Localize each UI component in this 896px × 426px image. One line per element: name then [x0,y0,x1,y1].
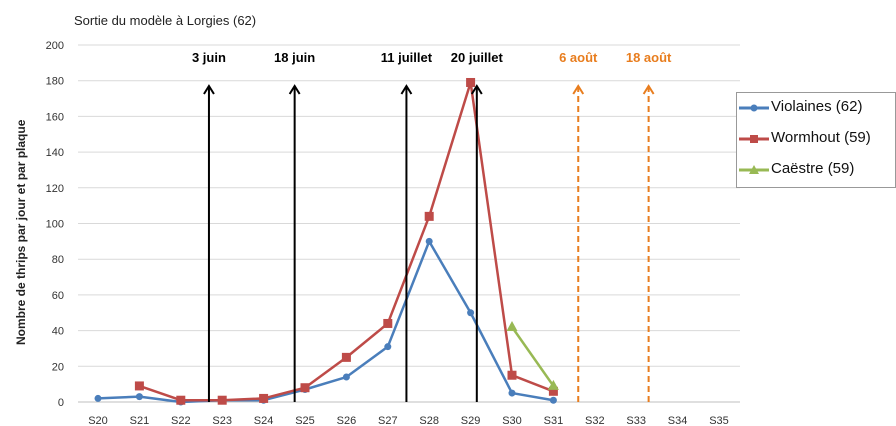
series-line [97,240,554,404]
data-point [507,370,517,380]
x-tick-label: S28 [419,415,439,426]
y-tick-label: 20 [52,361,64,373]
annotation-label: 18 août [626,50,672,65]
arrow-head-icon [470,84,483,95]
gridlines [78,44,740,403]
data-point [134,381,144,391]
series-line [510,326,555,387]
annotation-label: 20 juillet [451,50,504,65]
arrow-head-icon [400,84,413,95]
legend-label: Violaines (62) [771,98,863,115]
chart-subtitle: Sortie du modèle à Lorgies (62) [74,13,257,28]
annotation-label: 6 août [559,50,598,65]
x-tick-label: S26 [337,415,357,426]
y-tick-label: 120 [46,183,64,195]
y-tick-label: 0 [58,397,64,409]
data-point [342,373,350,381]
data-point [94,394,102,402]
data-point [425,237,433,245]
x-tick-label: S23 [212,415,232,426]
x-tick-label: S32 [585,415,605,426]
annotations: 3 juin 18 juin 11 juillet 20 juillet 6 août 1… [192,50,672,402]
x-tick-label: S30 [502,415,522,426]
legend-marker-triangle-icon [739,165,769,174]
data-point [217,395,227,405]
data-point [424,211,434,221]
y-tick-label: 80 [52,254,64,266]
y-tick-label: 200 [46,40,64,52]
legend-item-violaines: Violaines (62) [737,93,895,124]
y-tick-label: 160 [46,111,64,123]
series-markers [94,77,559,406]
data-point [259,393,269,403]
data-point [176,395,186,405]
data-point [508,389,516,397]
series-lines [97,81,555,404]
data-point [300,383,310,393]
x-tick-label: S34 [668,415,688,426]
data-point [467,309,475,317]
y-tick-label: 140 [46,147,64,159]
x-tick-label: S31 [544,415,564,426]
data-point [341,352,351,362]
data-point [383,318,393,328]
annotation-label: 18 juin [274,50,315,65]
x-tick-label: S21 [130,415,150,426]
annotation-label: 3 juin [192,50,226,65]
data-point [547,379,559,390]
legend-item-wormhout: Wormhout (59) [737,124,895,155]
data-point [135,393,143,401]
data-point [549,396,557,404]
arrow-head-icon [642,84,655,95]
legend-label: Wormhout (59) [771,129,871,146]
x-tick-label: S27 [378,415,398,426]
x-tick-labels: S20 S21 S22 S23 S24 S25 S26 S27 S28 S29 S30 S31 S32 S… [88,415,729,426]
legend-label: Caëstre (59) [771,160,855,177]
annotation-label: 11 juillet [381,50,433,65]
x-tick-label: S20 [88,415,108,426]
legend-marker-circle-icon [739,104,769,112]
data-point [548,386,558,396]
x-tick-label: S25 [295,415,315,426]
y-tick-labels: 0 20 40 60 80 100 120 140 160 180 200 [46,40,64,409]
legend-marker-square-icon [739,135,769,143]
x-tick-label: S22 [171,415,191,426]
y-tick-label: 40 [52,326,64,338]
data-point [384,343,392,351]
x-tick-label: S35 [709,415,729,426]
arrow-head-icon [572,84,585,95]
y-tick-label: 180 [46,76,64,88]
y-axis-label: Nombre de thrips par jour et par plaque [14,119,28,345]
legend-item-caestre: Caëstre (59) [737,155,895,186]
legend: Violaines (62) Wormhout (59) Caëstre (59… [736,92,896,188]
y-tick-label: 100 [46,219,64,231]
x-tick-label: S33 [626,415,646,426]
y-tick-label: 60 [52,290,64,302]
data-point [466,77,476,87]
arrow-head-icon [203,84,215,95]
x-tick-label: S24 [254,415,274,426]
arrow-head-icon [288,84,301,95]
x-tick-label: S29 [461,415,481,426]
data-point [506,321,518,332]
